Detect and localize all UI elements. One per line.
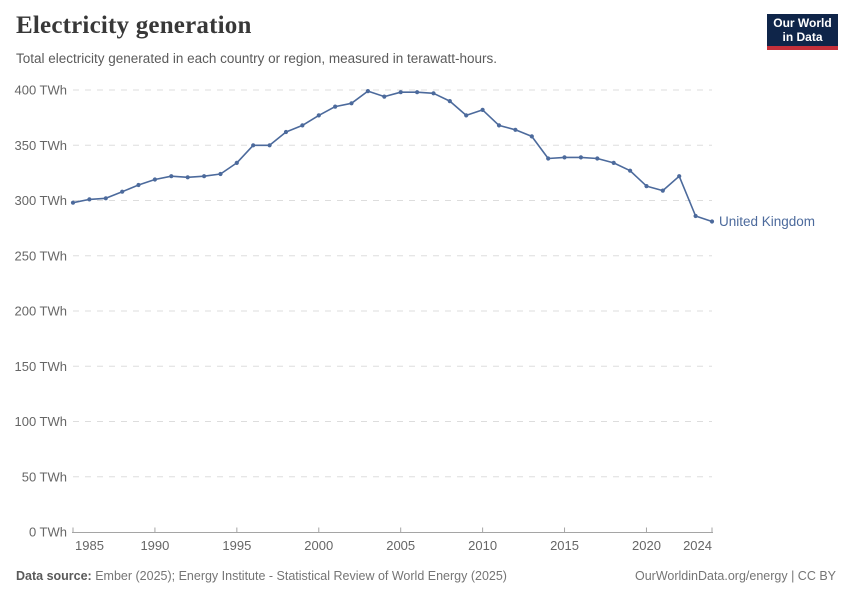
y-tick-label: 200 TWh: [14, 304, 67, 319]
data-point: [578, 155, 584, 160]
chart-footer: Data source: Ember (2025); Energy Instit…: [16, 569, 836, 583]
owid-logo-line2: in Data: [782, 30, 823, 44]
data-point: [120, 189, 125, 194]
data-point: [529, 134, 534, 139]
data-point: [660, 188, 665, 193]
data-point: [677, 174, 682, 179]
data-point: [693, 213, 698, 219]
owid-logo[interactable]: Our World in Data: [767, 14, 838, 50]
data-point: [464, 113, 469, 118]
data-point: [136, 182, 141, 188]
data-point: [316, 113, 321, 118]
data-point: [595, 156, 600, 161]
data-point: [513, 127, 518, 132]
data-point: [546, 156, 551, 161]
data-point: [644, 184, 649, 189]
entity-label: United Kingdom: [719, 214, 815, 229]
x-tick-label: 1995: [222, 538, 251, 553]
data-point: [251, 143, 256, 148]
x-tick-label: 2015: [550, 538, 579, 553]
data-point: [628, 168, 633, 173]
y-tick-label: 300 TWh: [14, 193, 67, 208]
y-tick-label: 400 TWh: [14, 83, 67, 98]
data-point: [415, 90, 420, 95]
data-point: [87, 197, 92, 202]
data-point: [169, 174, 174, 179]
x-tick-label: 2010: [468, 538, 497, 553]
data-point: [349, 101, 354, 106]
y-tick-label: 350 TWh: [14, 138, 67, 153]
x-tick-label: 1985: [75, 538, 104, 553]
x-tick-label: 2005: [386, 538, 415, 553]
data-point: [267, 143, 272, 148]
data-point: [185, 175, 190, 180]
x-tick-label: 2020: [632, 538, 661, 553]
chart-subtitle: Total electricity generated in each coun…: [16, 51, 497, 66]
x-tick-label: 2024: [683, 538, 712, 553]
y-tick-label: 0 TWh: [29, 525, 67, 540]
data-point: [218, 171, 223, 177]
data-point: [234, 160, 239, 165]
data-point: [300, 123, 305, 128]
x-tick-label: 2000: [304, 538, 333, 553]
data-point: [152, 177, 157, 182]
data-point: [398, 90, 403, 95]
owid-logo-line1: Our World: [773, 16, 832, 30]
data-point: [70, 200, 76, 205]
x-tick-label: 1990: [140, 538, 169, 553]
data-source-label: Data source:: [16, 569, 92, 583]
data-point: [283, 129, 289, 135]
y-tick-label: 100 TWh: [14, 414, 67, 429]
data-point: [611, 160, 616, 165]
credit-link[interactable]: OurWorldinData.org/energy | CC BY: [634, 569, 836, 583]
data-point: [103, 196, 108, 201]
y-tick-label: 150 TWh: [14, 359, 67, 374]
data-point: [365, 89, 370, 94]
data-point: [496, 123, 502, 128]
data-point: [562, 155, 567, 160]
data-point: [709, 219, 715, 224]
data-source-text: Ember (2025); Energy Institute - Statist…: [91, 569, 507, 583]
series-line: [72, 90, 713, 223]
data-point: [202, 174, 207, 179]
data-point: [382, 94, 387, 99]
data-point: [333, 104, 338, 109]
data-point: [431, 91, 436, 96]
chart-title: Electricity generation: [16, 12, 252, 39]
y-tick-label: 250 TWh: [14, 248, 67, 263]
data-point: [447, 99, 452, 104]
data-source-note: Data source: Ember (2025); Energy Instit…: [16, 569, 507, 583]
y-tick-label: 50 TWh: [22, 469, 67, 484]
data-point: [480, 107, 485, 112]
